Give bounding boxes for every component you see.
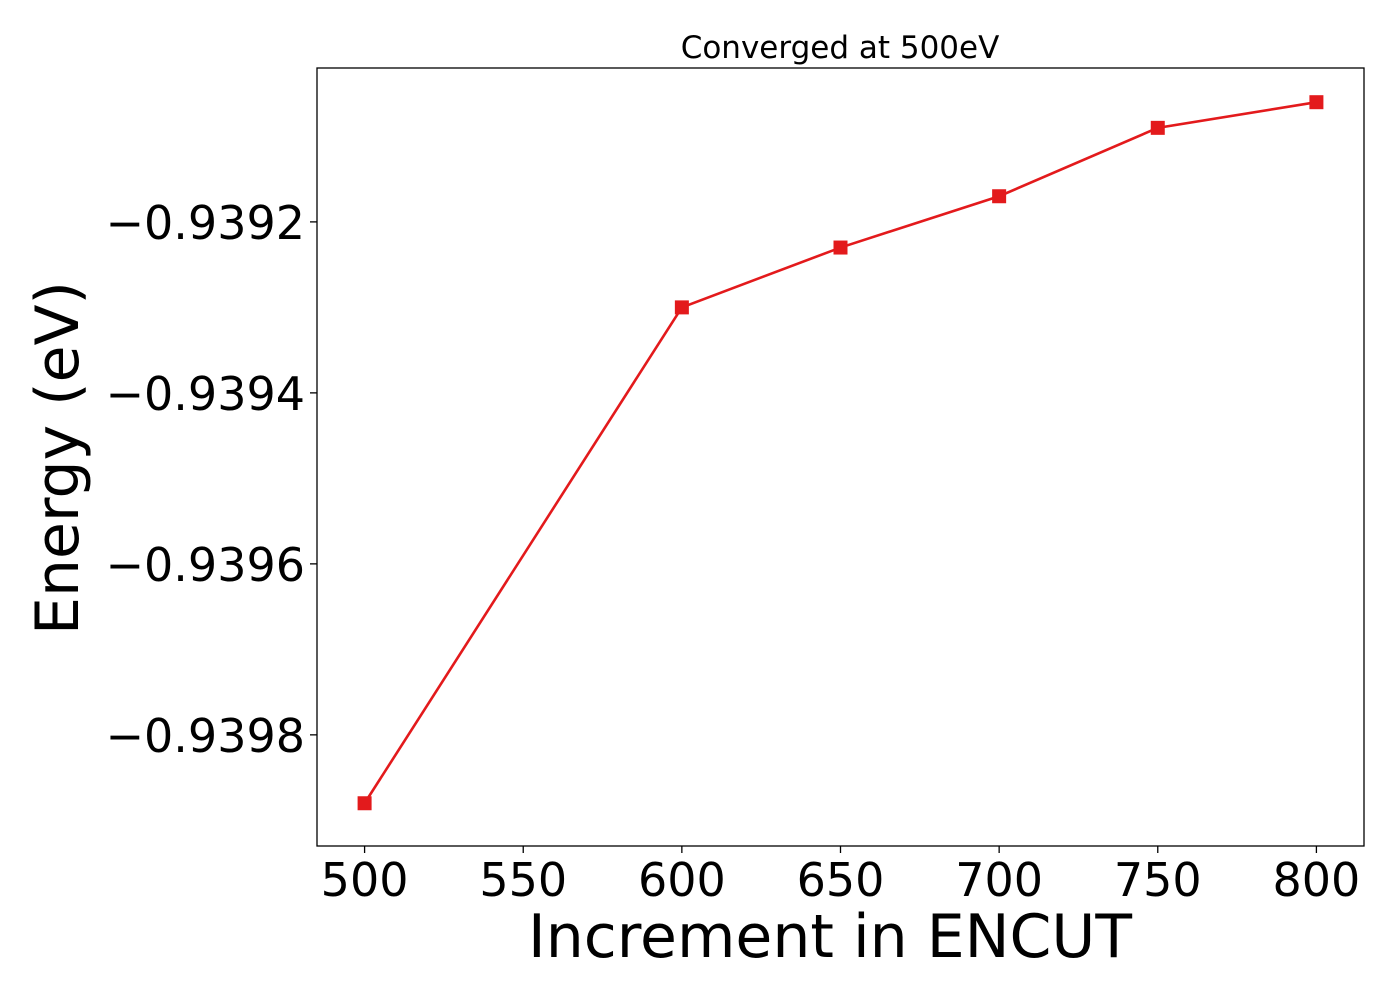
x-tick-label: 700 (955, 853, 1043, 907)
chart-title: Converged at 500eV (681, 30, 1000, 66)
data-point-marker (1150, 120, 1165, 135)
x-tick-label: 750 (1114, 853, 1202, 907)
y-tick-label: −0.9394 (106, 367, 306, 421)
x-tick-label: 550 (479, 853, 567, 907)
y-tick-label: −0.9396 (106, 538, 306, 592)
data-point-marker (357, 796, 372, 811)
x-tick-label: 800 (1273, 853, 1361, 907)
y-tick-label: −0.9392 (106, 196, 306, 250)
data-point-marker (992, 189, 1007, 204)
plot-frame (316, 67, 1365, 847)
x-tick-label: 500 (321, 853, 409, 907)
y-axis: −0.9398 −0.9396 −0.9394 −0.9392 (106, 196, 317, 763)
series-line (363, 100, 1317, 804)
x-axis-label: Increment in ENCUT (528, 902, 1132, 972)
series-layer (357, 95, 1324, 811)
data-point-marker (833, 240, 848, 255)
data-point-marker (674, 300, 689, 315)
x-axis: 500 550 600 650 700 750 800 (321, 846, 1361, 907)
x-tick-label: 650 (797, 853, 885, 907)
data-point-marker (1309, 95, 1324, 110)
x-tick-label: 600 (638, 853, 726, 907)
y-tick-label: −0.9398 (106, 709, 306, 763)
y-axis-label: Energy (eV) (23, 281, 93, 635)
